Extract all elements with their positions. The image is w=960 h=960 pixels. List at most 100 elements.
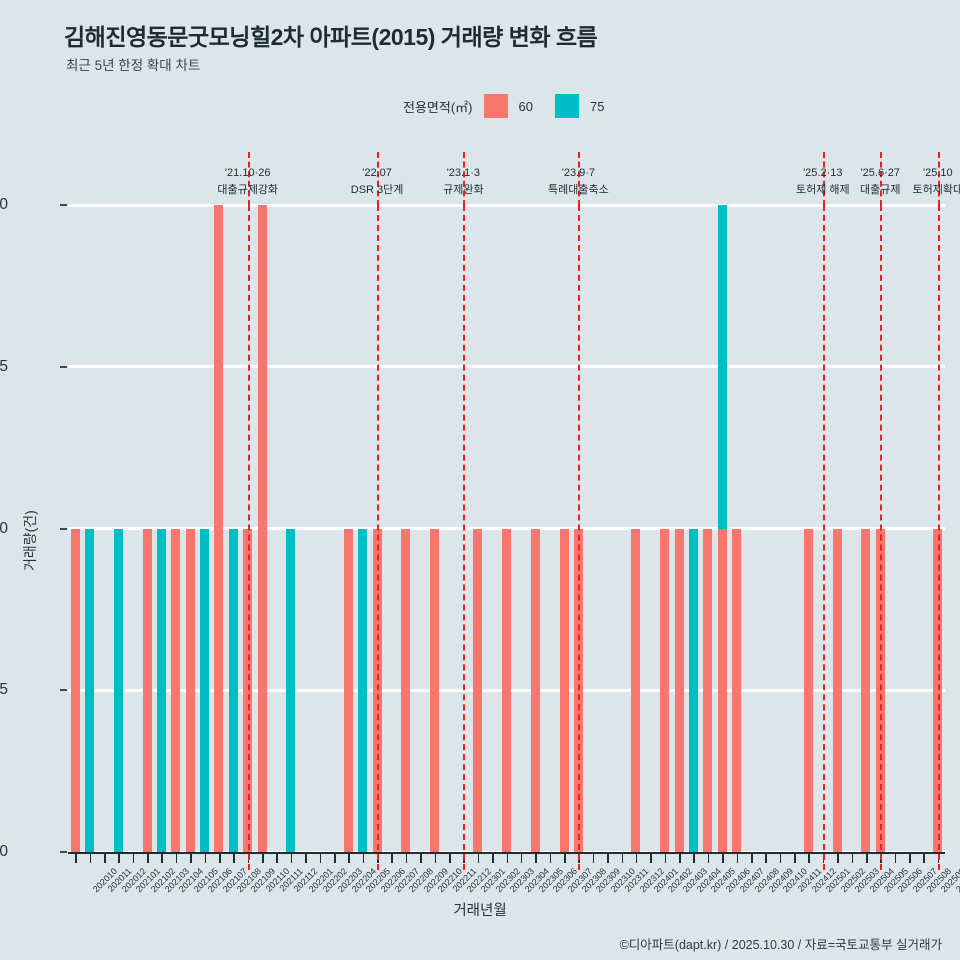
x-axis-tick-mark bbox=[707, 852, 710, 863]
x-axis-tick-mark bbox=[506, 852, 509, 863]
bar[interactable] bbox=[113, 528, 123, 852]
legend: 전용면적(㎡) 60 75 bbox=[403, 94, 604, 118]
bar[interactable] bbox=[85, 528, 95, 852]
bar[interactable] bbox=[257, 205, 267, 852]
x-axis-tick-mark bbox=[147, 852, 149, 863]
x-axis-tick-mark bbox=[808, 852, 810, 863]
bar[interactable] bbox=[156, 528, 166, 852]
page-title: 김해진영동문굿모닝힐2차 아파트(2015) 거래량 변화 흐름 bbox=[64, 24, 598, 50]
x-axis-tick-mark bbox=[348, 852, 350, 863]
bar[interactable] bbox=[214, 205, 224, 852]
bar[interactable] bbox=[171, 528, 181, 852]
x-axis-tick-mark bbox=[837, 852, 839, 863]
event-annotation-text: 대출규제 bbox=[860, 184, 901, 197]
legend-label-60: 60 bbox=[518, 98, 533, 114]
x-axis-tick-mark bbox=[161, 852, 164, 863]
x-axis-tick-mark bbox=[405, 852, 408, 863]
event-marker-line-top bbox=[822, 152, 825, 206]
event-annotation-date: '22.07 bbox=[362, 167, 392, 179]
x-axis-tick-mark bbox=[276, 852, 279, 863]
gridline bbox=[68, 203, 945, 207]
y-axis-tick-label: 1.5 bbox=[0, 357, 8, 375]
bar[interactable] bbox=[185, 528, 195, 852]
bar[interactable] bbox=[343, 528, 353, 852]
bar[interactable] bbox=[717, 205, 727, 529]
x-axis-tick-mark bbox=[779, 852, 782, 863]
event-annotation: '25.2·13 토허제 해제 bbox=[796, 165, 850, 199]
legend-swatch-60[interactable] bbox=[483, 94, 508, 118]
bar[interactable] bbox=[631, 528, 641, 852]
event-annotation-text: 특례대출축소 bbox=[548, 184, 609, 197]
x-axis-tick-mark bbox=[765, 852, 767, 863]
x-axis-tick-mark bbox=[362, 852, 365, 863]
x-axis-tick-mark bbox=[909, 852, 911, 863]
event-annotation: '22.07 DSR 3단계 bbox=[351, 165, 404, 199]
y-axis-tick-mark bbox=[60, 365, 67, 368]
event-marker-line-top bbox=[247, 152, 250, 206]
footer-credit: ©디아파트(dapt.kr) / 2025.10.30 / 자료=국토교통부 실… bbox=[619, 938, 942, 952]
event-annotation-date: '21.10·26 bbox=[224, 167, 271, 179]
bar[interactable] bbox=[358, 528, 368, 852]
x-axis-tick-mark bbox=[118, 852, 120, 863]
x-axis-tick-mark bbox=[333, 852, 336, 863]
x-axis-tick-mark bbox=[319, 852, 322, 863]
plot-area bbox=[68, 203, 945, 854]
bar[interactable] bbox=[401, 528, 411, 852]
event-marker-line bbox=[880, 205, 883, 870]
bar[interactable] bbox=[732, 528, 742, 852]
event-marker-line bbox=[937, 205, 940, 870]
bar[interactable] bbox=[228, 528, 238, 852]
bar[interactable] bbox=[70, 528, 80, 852]
bar[interactable] bbox=[200, 528, 210, 852]
event-annotation: '25.6·27 대출규제 bbox=[860, 165, 900, 199]
bar[interactable] bbox=[530, 528, 540, 852]
y-axis-tick-label: 0.0 bbox=[0, 843, 8, 860]
y-axis-title: 거래량(건) bbox=[22, 509, 38, 571]
x-axis-title: 거래년월 bbox=[453, 903, 507, 919]
legend-swatch-75[interactable] bbox=[554, 94, 579, 118]
bar[interactable] bbox=[286, 528, 296, 852]
bar[interactable] bbox=[803, 528, 813, 852]
x-axis-tick-mark bbox=[391, 852, 394, 863]
bar[interactable] bbox=[142, 528, 152, 852]
x-axis-tick-mark bbox=[434, 852, 437, 863]
x-axis-tick-mark bbox=[664, 852, 667, 863]
x-axis-tick-mark bbox=[621, 852, 624, 863]
y-axis-tick-label: 1.0 bbox=[0, 519, 8, 537]
bar[interactable] bbox=[832, 528, 842, 852]
bar[interactable] bbox=[674, 528, 684, 852]
x-axis-tick-mark bbox=[103, 852, 106, 863]
x-axis-tick-mark bbox=[492, 852, 494, 863]
bar[interactable] bbox=[717, 528, 727, 852]
bar[interactable] bbox=[660, 528, 670, 852]
bar[interactable] bbox=[861, 528, 871, 852]
event-annotation-date: '23.9·7 bbox=[561, 167, 596, 179]
event-annotation-text: DSR 3단계 bbox=[350, 184, 404, 197]
x-axis-tick-mark bbox=[865, 852, 868, 863]
x-axis-tick-mark bbox=[894, 852, 897, 863]
event-marker-line-top bbox=[578, 152, 581, 206]
bar[interactable] bbox=[688, 528, 698, 852]
x-axis-tick-mark bbox=[693, 852, 695, 863]
bar[interactable] bbox=[703, 528, 713, 852]
y-axis-tick-mark bbox=[60, 851, 67, 853]
x-axis-line bbox=[68, 852, 945, 854]
bar[interactable] bbox=[502, 528, 511, 852]
x-axis-tick-mark bbox=[635, 852, 638, 863]
bar[interactable] bbox=[430, 528, 440, 852]
event-annotation-text: 규제완화 bbox=[443, 184, 484, 197]
y-axis-tick-label: 2.0 bbox=[0, 196, 8, 213]
x-axis-tick-mark bbox=[679, 852, 681, 863]
bar[interactable] bbox=[559, 528, 569, 852]
x-axis-tick-mark bbox=[290, 852, 293, 863]
x-axis-tick-mark bbox=[549, 852, 552, 863]
event-annotation-date: '25.6·27 bbox=[860, 167, 901, 179]
y-axis-tick-mark bbox=[60, 204, 67, 206]
event-marker-line-top bbox=[880, 152, 883, 206]
x-axis-tick-mark bbox=[923, 852, 926, 863]
x-axis-tick-mark bbox=[190, 852, 192, 863]
bar[interactable] bbox=[473, 528, 483, 852]
x-axis-tick-mark bbox=[722, 852, 724, 863]
event-annotation-text: 토허제확대 bbox=[912, 184, 960, 197]
